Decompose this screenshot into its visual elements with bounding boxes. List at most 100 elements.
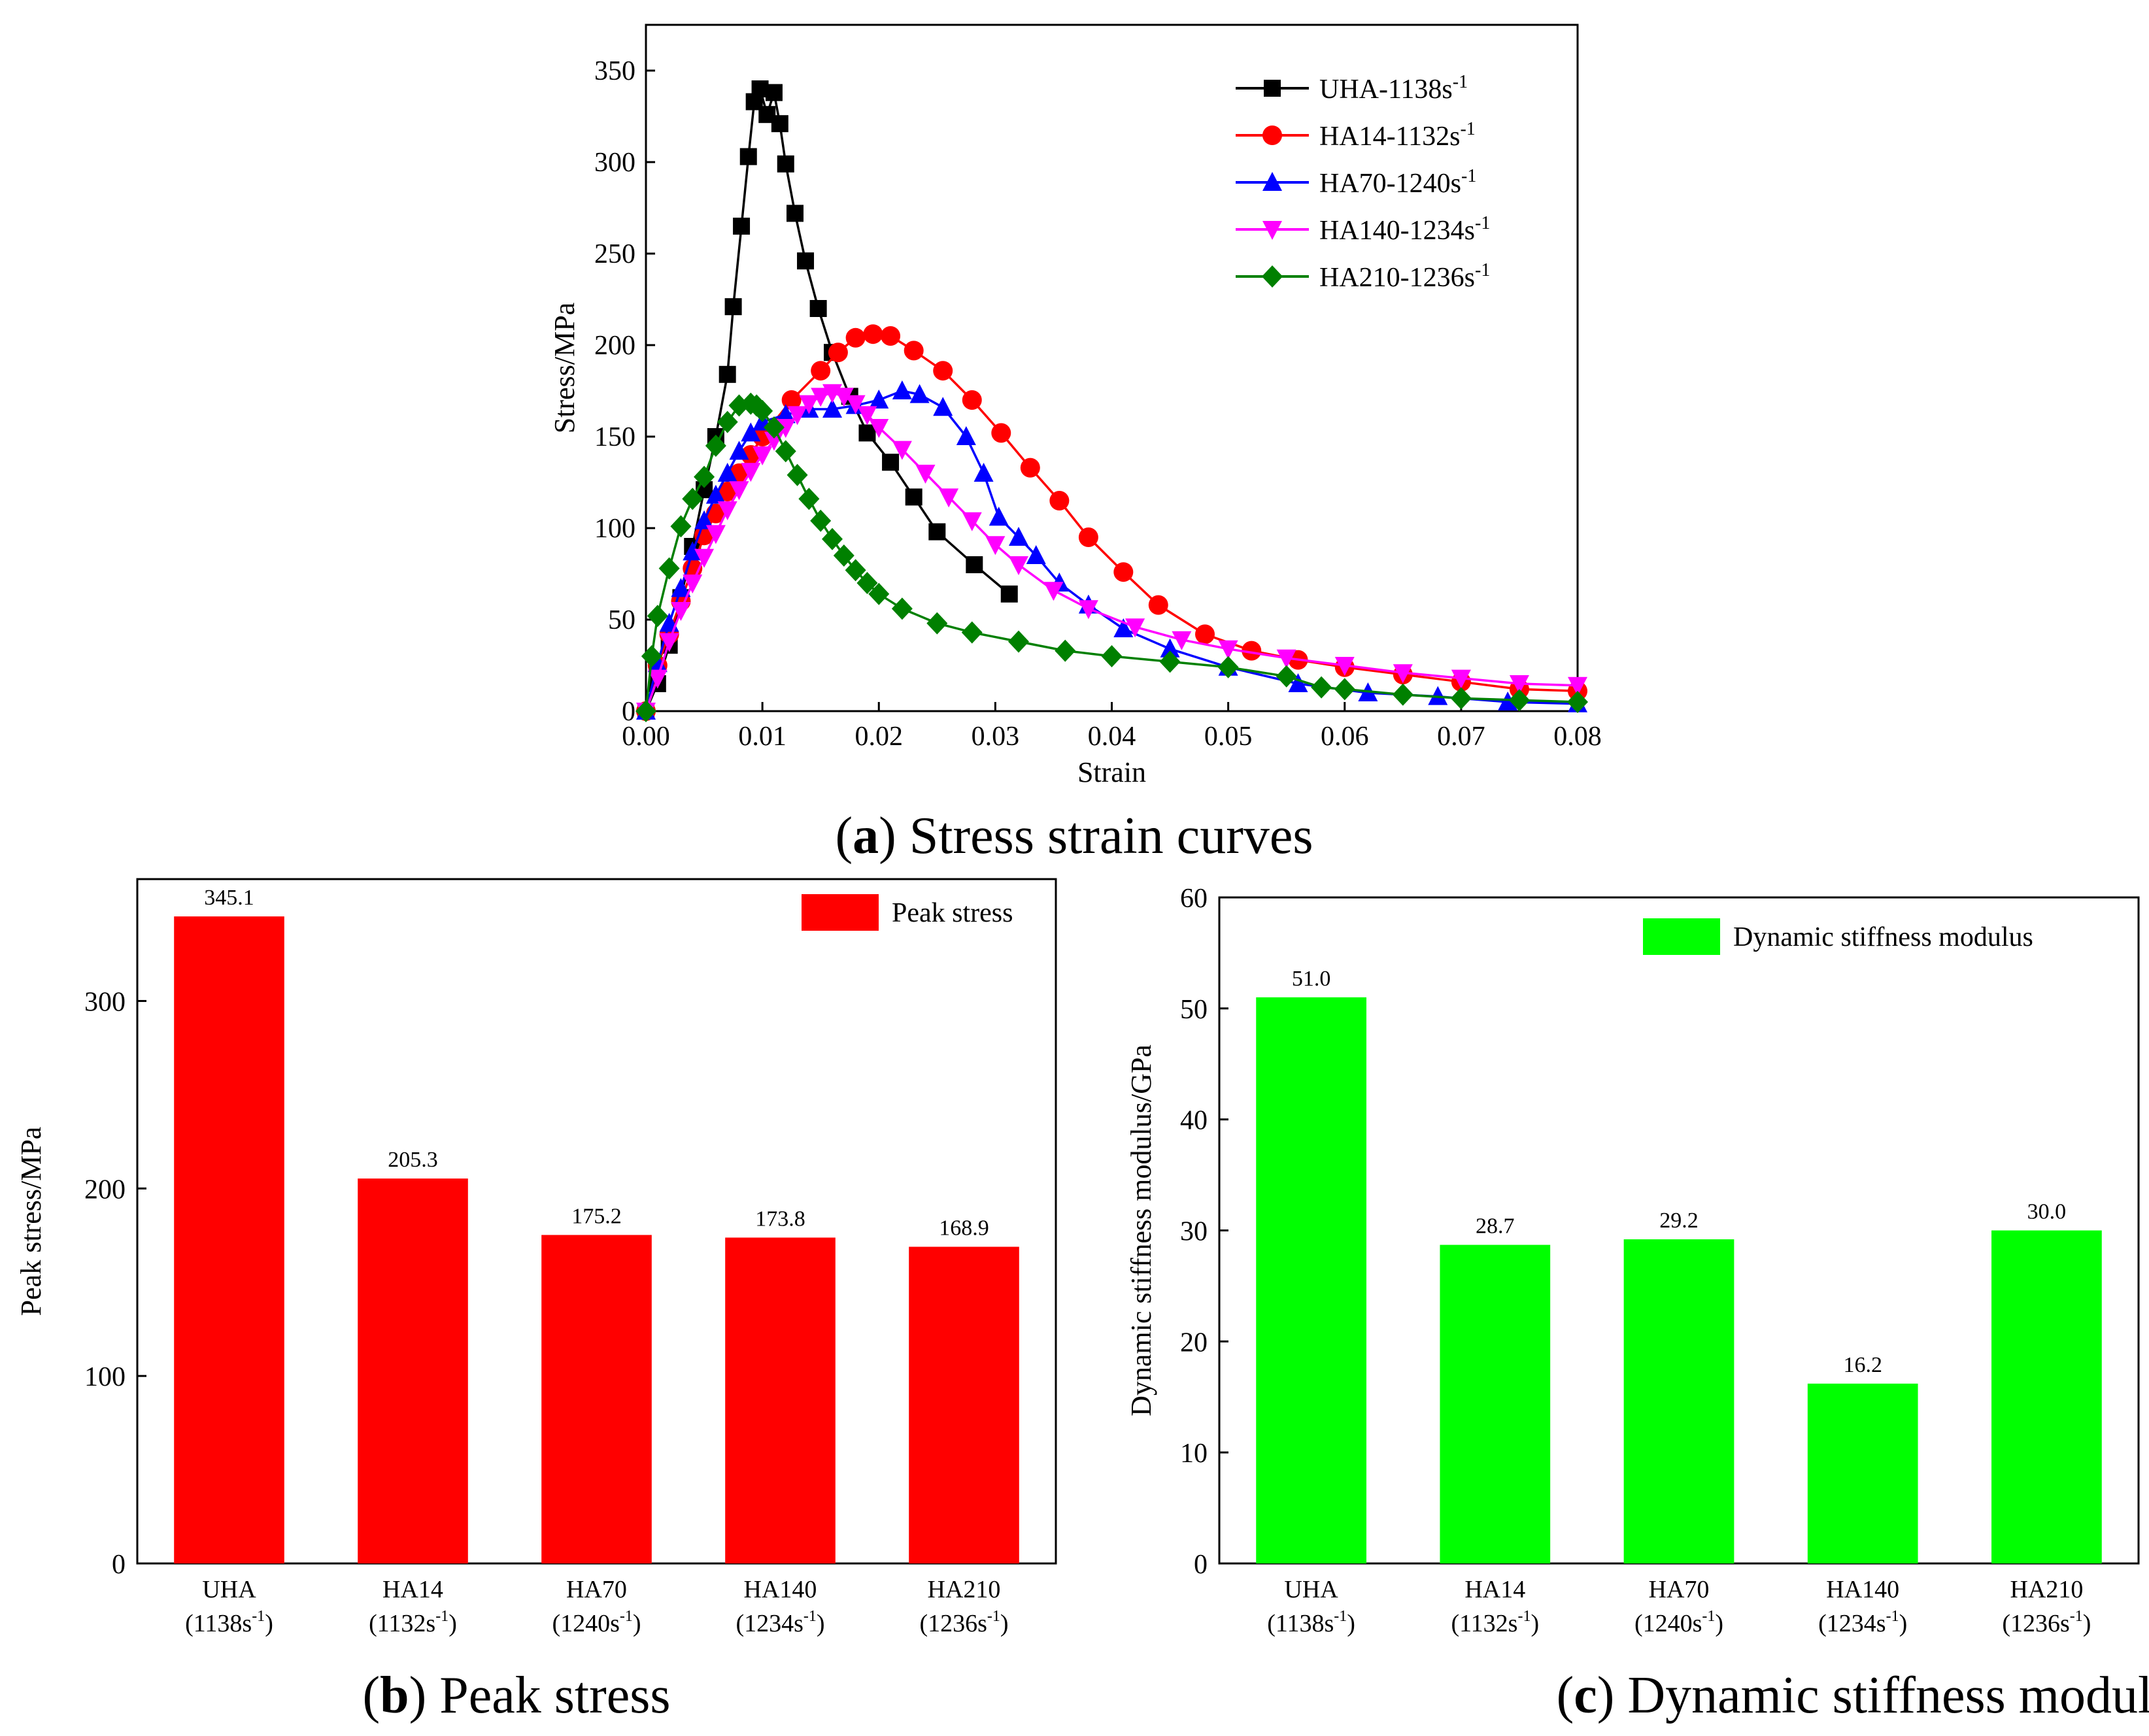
panel-caption: (a) Stress strain curves bbox=[836, 807, 1313, 865]
data-point bbox=[705, 484, 726, 504]
data-point bbox=[1509, 675, 1529, 694]
data-point bbox=[1508, 689, 1530, 712]
y-tick-label: 50 bbox=[1180, 995, 1208, 1025]
bar-value-label: 173.8 bbox=[755, 1207, 805, 1231]
category-rate-label: (1240s-1) bbox=[1634, 1608, 1723, 1637]
y-tick-label: 10 bbox=[1180, 1439, 1208, 1469]
y-tick-label: 0 bbox=[1194, 1550, 1208, 1580]
data-point bbox=[991, 423, 1011, 443]
data-point bbox=[752, 399, 773, 422]
data-point bbox=[989, 507, 1009, 526]
data-point bbox=[659, 633, 679, 652]
y-tick-label: 150 bbox=[594, 422, 635, 452]
data-point bbox=[765, 84, 783, 101]
data-point bbox=[781, 390, 802, 410]
data-point bbox=[845, 327, 866, 348]
data-point bbox=[647, 669, 668, 689]
legend-label: HA140-1234s-1 bbox=[1319, 213, 1490, 246]
y-tick-label: 60 bbox=[1180, 884, 1208, 914]
data-point bbox=[962, 390, 982, 410]
data-point bbox=[799, 395, 819, 414]
data-point bbox=[926, 612, 948, 635]
category-label: HA14 bbox=[382, 1576, 443, 1603]
y-tick-label: 300 bbox=[84, 987, 126, 1017]
data-point bbox=[1276, 665, 1297, 688]
data-point bbox=[892, 380, 912, 399]
data-point bbox=[787, 406, 807, 426]
data-point bbox=[647, 653, 668, 673]
y-axis-title: Dynamic stiffness modulus/GPa bbox=[1125, 1044, 1157, 1416]
category-rate-label: (1132s-1) bbox=[1451, 1608, 1539, 1637]
data-point bbox=[658, 557, 680, 580]
data-point bbox=[1101, 645, 1123, 667]
data-point bbox=[869, 390, 889, 409]
data-point bbox=[647, 605, 668, 627]
category-rate-label: (1236s-1) bbox=[919, 1608, 1008, 1637]
category-label: UHA bbox=[1284, 1576, 1338, 1603]
data-point bbox=[905, 488, 922, 506]
data-point bbox=[705, 525, 726, 544]
x-tick-label: 0.02 bbox=[855, 722, 904, 752]
legend-marker bbox=[1262, 221, 1282, 240]
data-point bbox=[1043, 582, 1064, 601]
legend-label: UHA-1138s-1 bbox=[1319, 72, 1468, 105]
series-line bbox=[645, 390, 1578, 712]
y-tick-label: 100 bbox=[84, 1362, 126, 1392]
legend-label: Dynamic stiffness modulus bbox=[1733, 922, 2033, 952]
category-rate-label: (1234s-1) bbox=[1818, 1608, 1907, 1637]
data-point bbox=[1026, 545, 1046, 564]
data-point bbox=[1217, 656, 1239, 678]
category-label: HA140 bbox=[1826, 1576, 1899, 1603]
category-label: HA14 bbox=[1464, 1576, 1525, 1603]
data-point bbox=[1334, 657, 1355, 676]
legend-swatch bbox=[1643, 918, 1720, 955]
y-tick-label: 50 bbox=[608, 605, 635, 635]
y-tick-label: 0 bbox=[112, 1550, 126, 1580]
bar bbox=[1256, 997, 1366, 1563]
category-rate-label: (1240s-1) bbox=[552, 1608, 641, 1637]
data-point bbox=[1288, 673, 1308, 692]
data-point bbox=[834, 388, 854, 407]
x-tick-label: 0.07 bbox=[1437, 722, 1485, 752]
x-tick-label: 0.03 bbox=[972, 722, 1020, 752]
data-point bbox=[857, 406, 877, 426]
data-point bbox=[753, 427, 773, 446]
y-axis-title: Peak stress/MPa bbox=[15, 1127, 47, 1316]
series-3 bbox=[636, 384, 1587, 722]
data-point bbox=[891, 597, 913, 620]
data-point bbox=[775, 404, 796, 424]
series-0 bbox=[637, 80, 1018, 720]
data-point bbox=[1428, 686, 1448, 705]
panel-c-stiffness-modulus-chart: 0 10 20 30 40 50 60 Dynamic stiffness modulus/G… bbox=[1125, 884, 2149, 1724]
data-point bbox=[961, 621, 983, 644]
x-tick-label: 0.05 bbox=[1204, 722, 1253, 752]
bar-value-label: 51.0 bbox=[1292, 967, 1331, 991]
data-point bbox=[719, 365, 736, 383]
data-point bbox=[1009, 527, 1028, 546]
data-point bbox=[670, 515, 692, 538]
data-point bbox=[1276, 649, 1296, 669]
y-axis-title: Stress/MPa bbox=[549, 303, 581, 433]
data-point bbox=[694, 465, 715, 488]
y-tick-label: 40 bbox=[1180, 1106, 1208, 1136]
data-point bbox=[1055, 639, 1076, 662]
legend-label: HA14-1132s-1 bbox=[1319, 119, 1476, 152]
category-label: HA70 bbox=[566, 1576, 627, 1603]
legend-label: HA210-1236s-1 bbox=[1319, 260, 1490, 293]
data-point bbox=[1160, 638, 1180, 658]
data-point bbox=[845, 395, 866, 414]
series-line bbox=[645, 88, 1010, 712]
data-point bbox=[1451, 669, 1471, 689]
x-tick-label: 0.04 bbox=[1088, 722, 1136, 752]
data-point bbox=[729, 481, 749, 501]
data-point bbox=[845, 559, 866, 582]
data-point bbox=[1195, 624, 1215, 644]
bar-value-label: 345.1 bbox=[204, 886, 254, 910]
data-point bbox=[1078, 527, 1098, 547]
data-point bbox=[1125, 618, 1145, 638]
legend-label: HA70-1240s-1 bbox=[1319, 166, 1476, 199]
panel-caption: (c) Dynamic stiffness modulus bbox=[1557, 1667, 2149, 1724]
data-point bbox=[683, 575, 703, 593]
y-tick-label: 300 bbox=[594, 148, 635, 178]
